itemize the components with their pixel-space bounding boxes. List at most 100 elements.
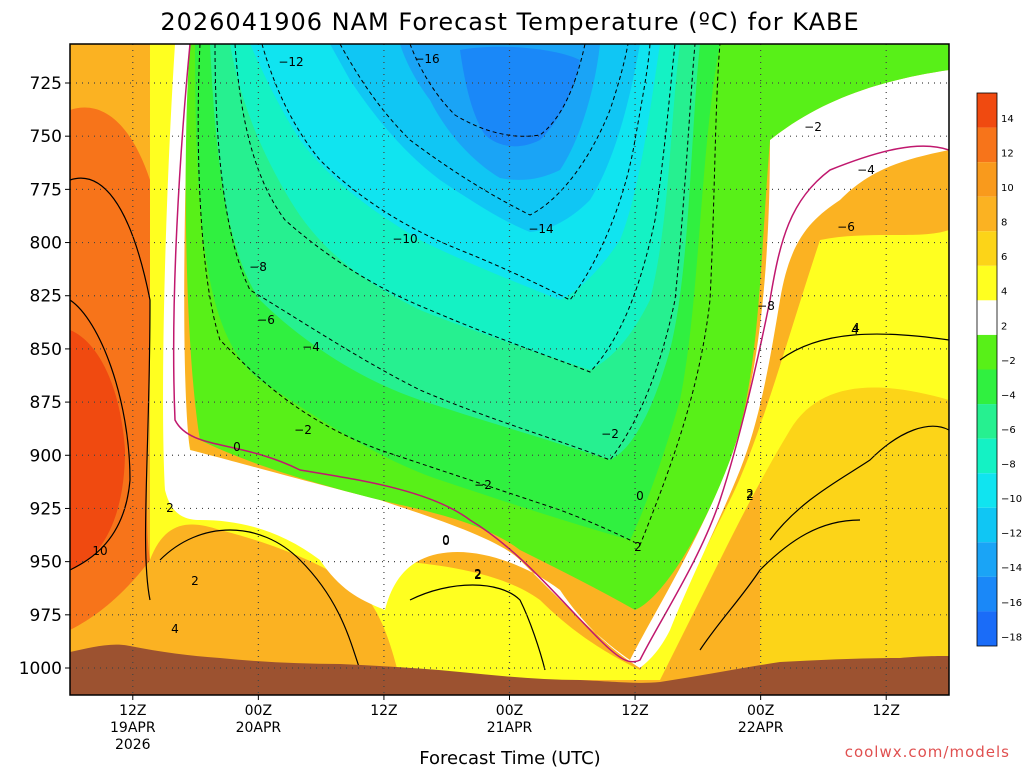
colorbar-label: −14 xyxy=(1001,563,1022,574)
solid-contours xyxy=(70,177,949,671)
y-tick-label: 750 xyxy=(30,127,62,147)
contour-label: −2 xyxy=(804,120,822,134)
colorbar-swatch xyxy=(977,507,997,543)
x-tick-label: 12Z xyxy=(873,703,900,719)
x-tick-label: 12Z xyxy=(370,703,397,719)
colorbar-swatch xyxy=(977,473,997,508)
y-axis: 725 750 775 800 825 850 875 900 925 950 975 1000 xyxy=(19,74,70,679)
colorbar-label: −8 xyxy=(1001,460,1016,471)
contour-labels: −12 −16 −14 −10 −8 −6 −4 −2 0 −2 −4 −6 −8 −2 0 2 −2 0 2 4 2 2… xyxy=(92,52,874,636)
contour-label: −10 xyxy=(392,232,417,246)
colorbar-swatch xyxy=(977,162,997,197)
colorbar-label: 12 xyxy=(1001,148,1014,159)
y-tick-label: 925 xyxy=(30,499,62,519)
colorbar-label: 14 xyxy=(1001,114,1014,125)
contour-label: 4 xyxy=(852,321,860,335)
colorbar-swatch xyxy=(977,404,997,439)
contour-label: −6 xyxy=(837,220,855,234)
y-tick-label: 800 xyxy=(30,234,62,254)
contour-label: −8 xyxy=(249,260,267,274)
contour-label: 4 xyxy=(851,323,859,337)
contour-label: 2 xyxy=(746,489,754,503)
contour-label: 0 xyxy=(442,533,450,547)
colorbar-swatch xyxy=(977,611,997,646)
y-tick-label: 900 xyxy=(30,446,62,466)
colorbar-swatch xyxy=(977,300,997,335)
band-light-orange-right xyxy=(760,372,949,670)
colorbar-label: −16 xyxy=(1001,598,1022,609)
colorbar-swatch xyxy=(977,369,997,405)
colorbar-label: 8 xyxy=(1001,218,1007,229)
contour-label: −4 xyxy=(857,163,875,177)
contour-label: −14 xyxy=(528,222,553,236)
contour-label: 2 xyxy=(634,540,642,554)
contour-label: 2 xyxy=(191,574,199,588)
y-tick-label: 825 xyxy=(30,287,62,307)
colorbar-label: 4 xyxy=(1001,287,1007,298)
x-tick-label: 00Z xyxy=(747,703,774,719)
colorbar-label: −4 xyxy=(1001,390,1016,401)
colorbar-swatch xyxy=(977,231,997,266)
chart-title: 2026041906 NAM Forecast Temperature (ºC)… xyxy=(160,8,859,36)
credit-text: coolwx.com/models xyxy=(845,743,1010,761)
x-tick-label: 2026 xyxy=(115,737,151,753)
contour-label: 2 xyxy=(474,567,482,581)
colorbar-label: 10 xyxy=(1001,183,1014,194)
contour-label: 0 xyxy=(636,489,644,503)
contour-label: 2 xyxy=(474,568,482,582)
colorbar-swatch xyxy=(977,334,997,370)
contour-label: −4 xyxy=(302,340,320,354)
contour-label: 0 xyxy=(442,534,450,548)
x-tick-label: 19APR xyxy=(110,720,156,736)
x-tick-label: 00Z xyxy=(496,703,523,719)
dashed-contours xyxy=(197,44,721,546)
colorbar-label: 6 xyxy=(1001,252,1007,263)
y-tick-label: 950 xyxy=(30,553,62,573)
band-white-near-zero xyxy=(163,44,949,668)
x-tick-label: 21APR xyxy=(487,720,533,736)
contour-label: 0 xyxy=(233,440,241,454)
y-tick-label: 850 xyxy=(30,340,62,360)
ground-surface xyxy=(70,644,949,695)
colorbar-label: 2 xyxy=(1001,321,1007,332)
contour-label: −12 xyxy=(278,55,303,69)
contour-label: −6 xyxy=(257,313,275,327)
contour-label: −2 xyxy=(294,423,312,437)
contour-label: −2 xyxy=(474,478,492,492)
colorbar-label: −10 xyxy=(1001,494,1022,505)
colorbar-swatch xyxy=(977,438,997,474)
contour-label: −8 xyxy=(757,299,775,313)
contour-label: 4 xyxy=(171,622,179,636)
contour-label: 10 xyxy=(92,544,107,558)
x-axis-title: Forecast Time (UTC) xyxy=(419,748,600,768)
x-tick-label: 12Z xyxy=(621,703,648,719)
y-tick-label: 875 xyxy=(30,393,62,413)
y-tick-label: 975 xyxy=(30,606,62,626)
band-red-core xyxy=(70,330,125,570)
colorbar-swatch xyxy=(977,127,997,163)
y-tick-label: 1000 xyxy=(19,659,62,679)
colorbar-swatch xyxy=(977,265,997,301)
colorbar-label: −12 xyxy=(1001,529,1022,540)
contour-label: 2 xyxy=(746,487,754,501)
gridlines xyxy=(70,44,949,695)
colorbar-swatch xyxy=(977,93,997,128)
x-tick-label: 20APR xyxy=(236,720,282,736)
colorbar-label: −2 xyxy=(1001,356,1016,367)
colorbar-frame xyxy=(976,92,998,647)
x-tick-label: 00Z xyxy=(245,703,272,719)
y-tick-label: 725 xyxy=(30,74,62,94)
band-deep-blue xyxy=(460,46,580,147)
band-yellow xyxy=(150,44,949,680)
plot-area xyxy=(70,44,949,695)
colorbar-swatch xyxy=(977,196,997,232)
colorbar-swatch xyxy=(977,542,997,577)
contour-label: 2 xyxy=(166,501,174,515)
y-tick-label: 775 xyxy=(30,180,62,200)
colorbar-label: −6 xyxy=(1001,425,1016,436)
contour-label: −2 xyxy=(601,427,619,441)
colorbar-label: −18 xyxy=(1001,632,1022,643)
colorbar-swatch xyxy=(977,576,997,612)
